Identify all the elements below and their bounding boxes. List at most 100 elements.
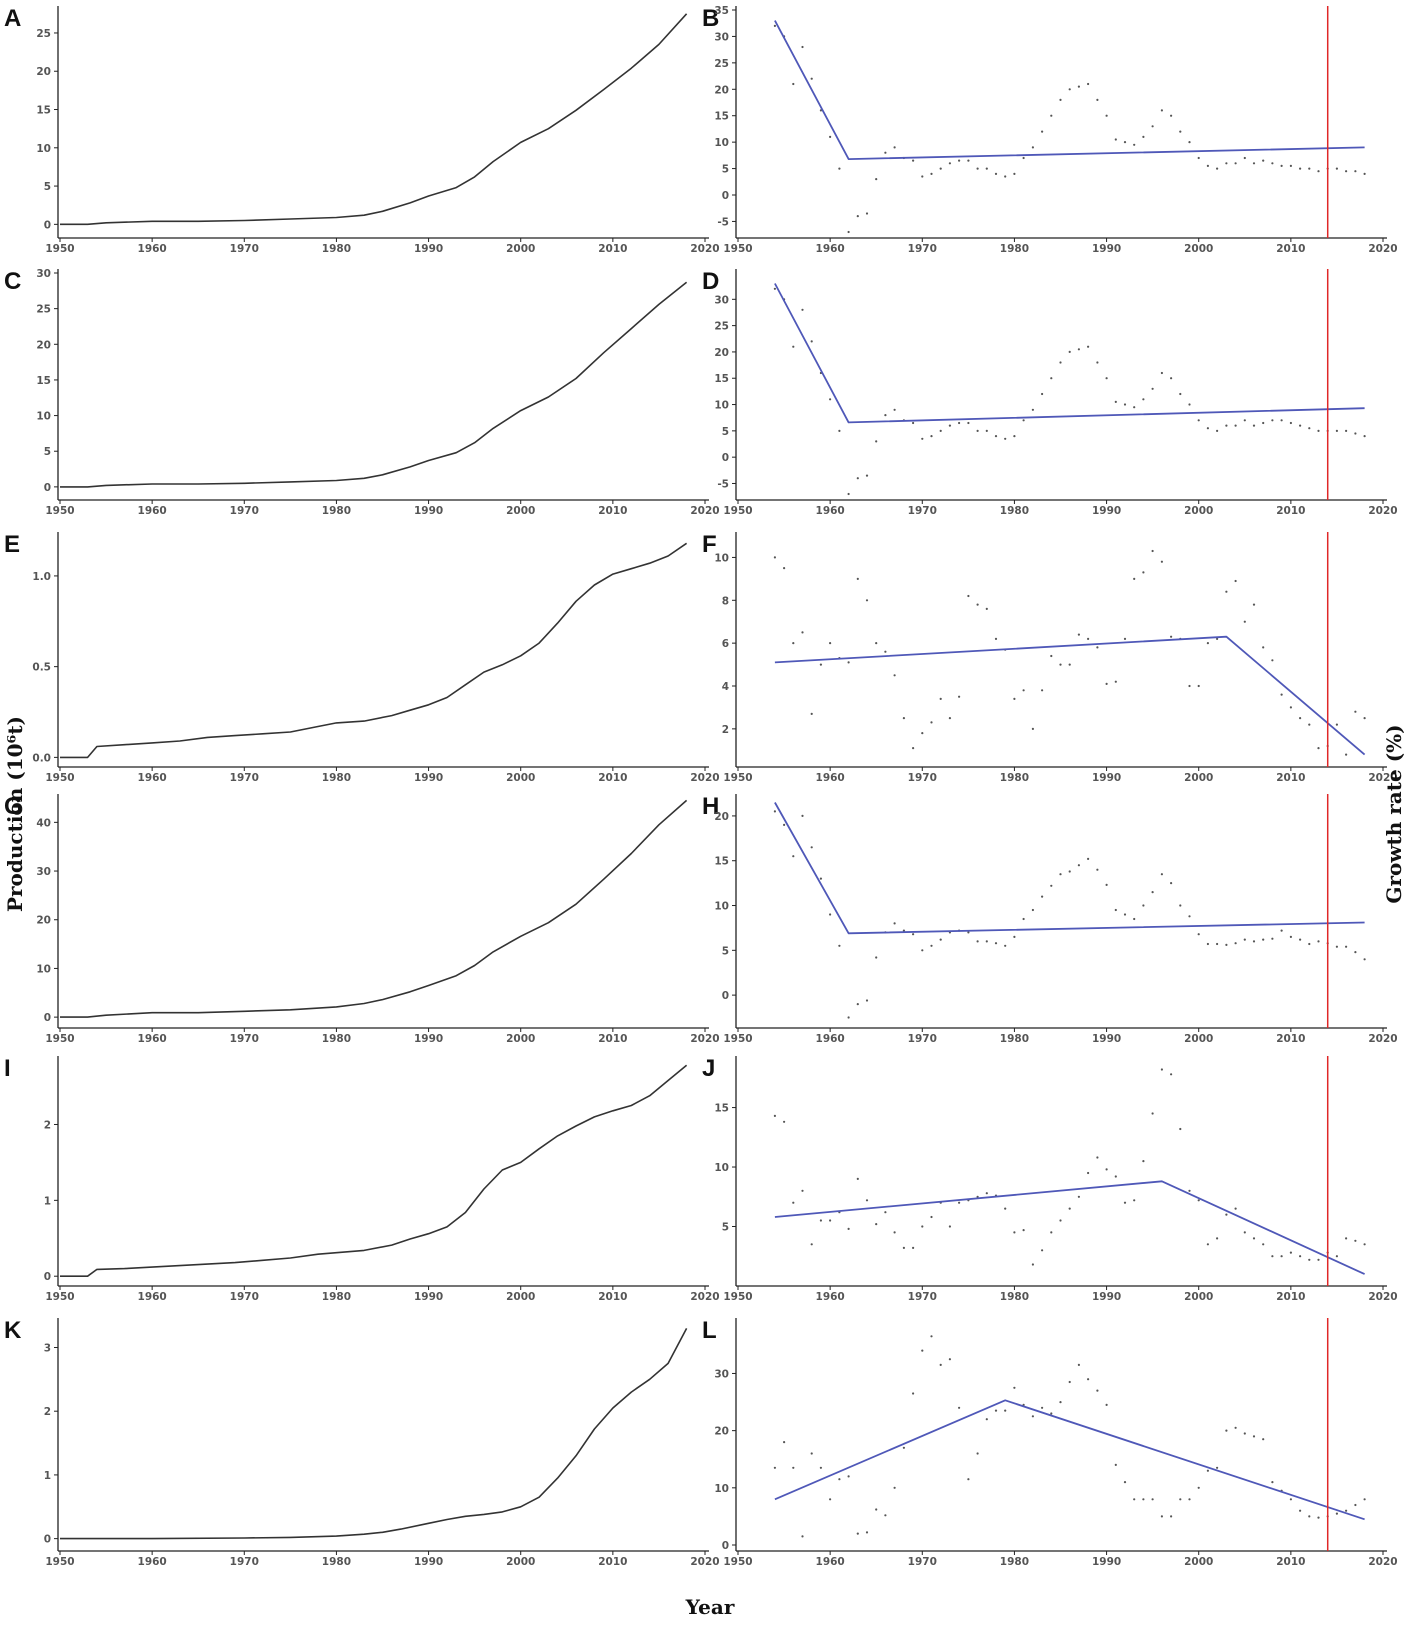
growth-rate-point xyxy=(1280,693,1283,696)
x-tick-label: 1950 xyxy=(723,1033,752,1045)
growth-rate-point xyxy=(1197,1199,1200,1202)
growth-rate-point xyxy=(1179,130,1182,133)
x-tick-label: 2010 xyxy=(598,243,627,255)
growth-rate-point xyxy=(1031,908,1034,912)
growth-rate-point xyxy=(1050,654,1053,658)
x-tick-label: 1990 xyxy=(414,243,443,255)
growth-rate-point xyxy=(1308,1515,1311,1518)
panel-f: F 1950 1960 1970 1980 1990 2000 2010 2020 2 4 6 8 10 xyxy=(702,531,1398,784)
growth-rate-point xyxy=(921,437,924,440)
growth-rate-point xyxy=(1317,747,1320,750)
growth-rate-point xyxy=(939,938,942,941)
x-tick-label: 1980 xyxy=(1000,1556,1029,1568)
x-tick-label: 1960 xyxy=(816,772,845,784)
growth-rate-point xyxy=(1151,1112,1154,1115)
growth-rate-point xyxy=(1087,1171,1090,1175)
growth-rate-point xyxy=(1363,1498,1366,1501)
y-tick-label: 5 xyxy=(722,945,729,957)
x-tick-label: 1960 xyxy=(816,1556,845,1568)
x-tick-label: 2000 xyxy=(506,772,535,784)
growth-rate-point xyxy=(1151,549,1154,553)
growth-rate-point xyxy=(1308,167,1311,170)
growth-rate-point xyxy=(773,24,777,27)
growth-rate-point xyxy=(912,159,915,162)
x-tick-label: 1980 xyxy=(322,1291,351,1303)
growth-rate-point xyxy=(1335,429,1338,432)
left-axis-title: Production (10⁶t) xyxy=(3,716,27,912)
growth-rate-point xyxy=(1345,753,1348,756)
growth-rate-point xyxy=(985,1418,988,1421)
x-tick-label: 1970 xyxy=(908,505,937,517)
y-tick-label: -5 xyxy=(717,216,729,228)
growth-rate-point xyxy=(1022,419,1025,422)
x-tick-label: 1970 xyxy=(230,1291,259,1303)
x-tick-label: 2010 xyxy=(1276,1033,1305,1045)
growth-rate-point xyxy=(902,717,906,720)
growth-rate-point xyxy=(985,429,988,432)
growth-rate-point xyxy=(1188,403,1191,406)
growth-rate-point xyxy=(902,1246,906,1249)
x-tick-label: 1980 xyxy=(1000,1033,1029,1045)
y-tick-label: 25 xyxy=(714,321,729,333)
growth-rate-point xyxy=(1197,684,1200,688)
x-tick-label: 1950 xyxy=(45,1033,74,1045)
growth-rate-point xyxy=(912,421,915,425)
growth-rate-point xyxy=(847,1016,850,1019)
y-tick-label: 20 xyxy=(36,915,51,927)
x-tick-label: 1990 xyxy=(414,1033,443,1045)
y-tick-label: 15 xyxy=(714,111,729,123)
growth-rate-point xyxy=(893,922,896,925)
y-tick-label: 5 xyxy=(722,164,729,176)
x-tick-label: 2000 xyxy=(506,243,535,255)
growth-rate-point xyxy=(1363,1243,1366,1246)
y-tick-label: 30 xyxy=(36,268,51,280)
growth-rate-point xyxy=(783,567,786,570)
growth-rate-point xyxy=(1114,908,1117,912)
growth-rate-point xyxy=(1041,1249,1044,1252)
growth-rate-point xyxy=(1068,663,1071,666)
x-tick-label: 1980 xyxy=(1000,505,1029,517)
growth-rate-point xyxy=(1087,1378,1090,1381)
panel-d: D 1950 1960 1970 1980 1990 2000 2010 2020 -5 0 5 10 1… xyxy=(702,268,1398,517)
x-tick-label: 2020 xyxy=(690,1033,719,1045)
growth-rate-point xyxy=(1059,98,1062,101)
piecewise-fit-line xyxy=(774,283,1365,424)
growth-rate-point xyxy=(810,846,813,849)
production-series-line xyxy=(60,799,688,1018)
growth-rate-point xyxy=(948,424,952,427)
growth-rate-point xyxy=(1004,175,1007,178)
panel-letter-f: F xyxy=(702,531,717,558)
x-tick-label: 2020 xyxy=(1368,243,1397,255)
growth-rate-point xyxy=(1105,377,1108,380)
x-tick-label: 1980 xyxy=(1000,1291,1029,1303)
x-tick-label: 1950 xyxy=(723,505,752,517)
growth-rate-point xyxy=(810,712,813,716)
growth-rate-point xyxy=(985,940,988,943)
panel-letter-g: G xyxy=(4,793,23,820)
x-tick-label: 1950 xyxy=(723,243,752,255)
growth-rate-point xyxy=(838,429,841,432)
growth-rate-point xyxy=(1087,82,1090,86)
growth-rate-point xyxy=(921,1349,924,1352)
growth-rate-point xyxy=(1022,156,1025,160)
growth-rate-point xyxy=(1114,138,1117,141)
y-tick-label: 20 xyxy=(36,339,51,351)
y-tick-label: 15 xyxy=(714,373,729,385)
growth-rate-point xyxy=(1022,917,1025,921)
growth-rate-point xyxy=(1354,432,1357,435)
y-tick-label: 2 xyxy=(722,724,729,736)
growth-rate-point xyxy=(819,1466,823,1469)
growth-rate-point xyxy=(930,721,933,724)
growth-rate-point xyxy=(792,1201,795,1204)
growth-rate-point xyxy=(1096,868,1099,871)
growth-rate-point xyxy=(1114,680,1117,683)
x-tick-label: 1970 xyxy=(908,1033,937,1045)
right-axis-title: Growth rate (%) xyxy=(1382,724,1406,903)
growth-rate-point xyxy=(856,215,859,218)
growth-rate-point xyxy=(1142,904,1145,907)
growth-rate-point xyxy=(819,1219,823,1222)
growth-rate-point xyxy=(967,931,970,934)
y-tick-label: 10 xyxy=(36,963,51,975)
growth-rate-point xyxy=(1206,1469,1209,1472)
